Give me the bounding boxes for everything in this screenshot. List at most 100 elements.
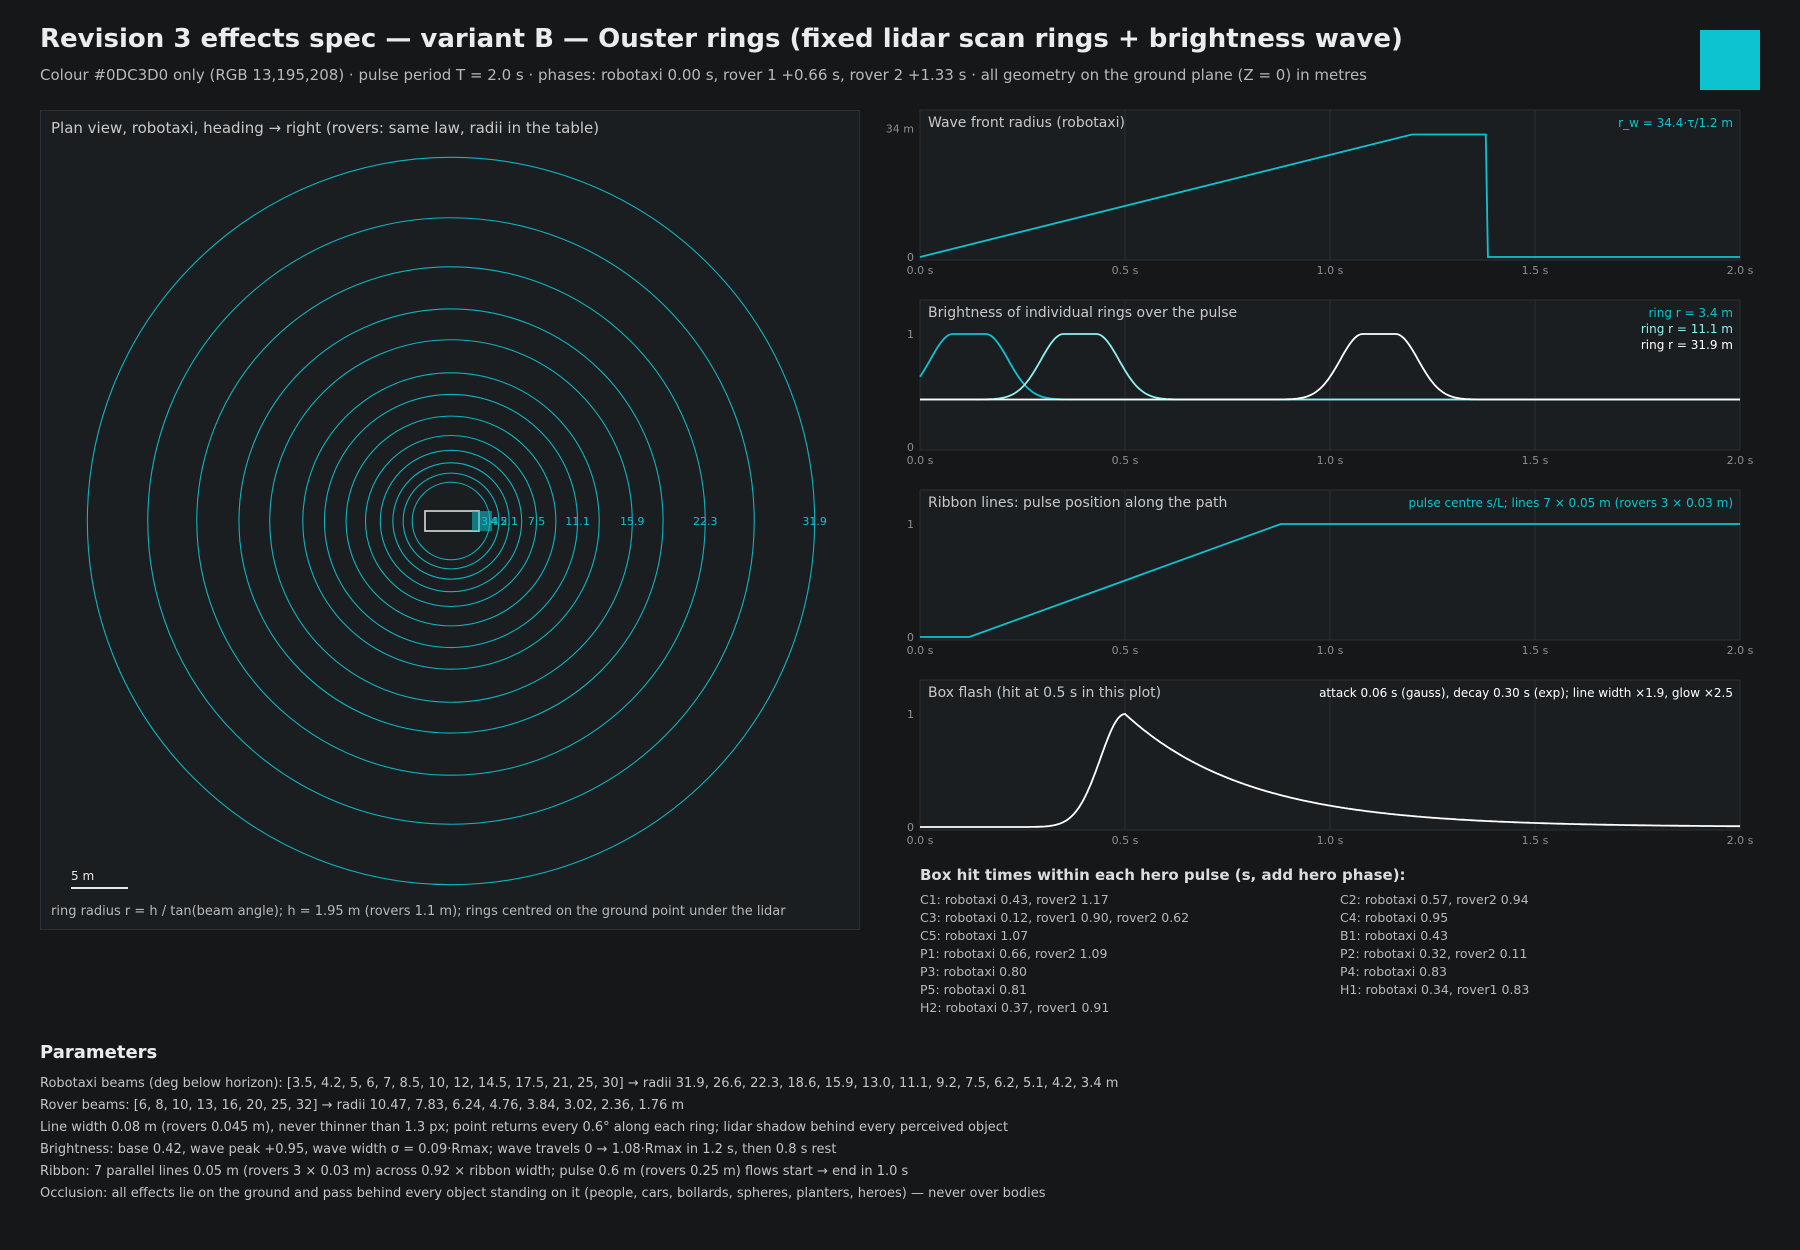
x-tick-label: 1.5 s [1522, 454, 1549, 467]
hit-time-item: P3: robotaxi 0.80 [920, 964, 1028, 979]
ring-label: 4.2 [490, 515, 508, 528]
ring-10 [392, 462, 510, 580]
ring-2 [196, 266, 706, 776]
parameter-line: Line width 0.08 m (rovers 0.045 m), neve… [40, 1120, 1009, 1135]
scale-bar-label: 5 m [71, 869, 94, 883]
box-flash-plot: 0.0 s 0.5 s 1.0 s 1.5 s 2.0 s 0 1 Box flash (hi… [907, 679, 1754, 847]
y-tick-label: 0 [907, 631, 914, 644]
parameter-line: Occlusion: all effects lie on the ground… [40, 1186, 1046, 1201]
ring-3 [238, 308, 664, 734]
y-tick-label: 1 [907, 518, 914, 531]
x-tick-label: 1.5 s [1522, 834, 1549, 847]
ring-1 [147, 217, 755, 825]
ring-brightness-line [920, 333, 1740, 401]
page-title: Revision 3 effects spec — variant B — Ou… [40, 24, 1403, 54]
ring-label: 22.3 [693, 515, 718, 528]
ring-0 [86, 156, 816, 886]
hit-time-item: H1: robotaxi 0.34, rover1 0.83 [1340, 982, 1530, 997]
ring-label: 5.1 [500, 515, 518, 528]
hit-time-item: C1: robotaxi 0.43, rover2 1.17 [920, 892, 1109, 907]
ring-11 [402, 472, 500, 570]
plot-annotation: r_w = 34.4·τ/1.2 m [1618, 116, 1733, 130]
x-tick-label: 1.5 s [1522, 264, 1549, 277]
x-tick-label: 0.5 s [1112, 454, 1139, 467]
x-tick-label: 2.0 s [1727, 264, 1754, 277]
x-tick-label: 1.0 s [1317, 454, 1344, 467]
parameters-list: Robotaxi beams (deg below horizon): [3.5… [40, 1073, 1760, 1205]
box-hit-times: Box hit times within each hero pulse (s,… [920, 866, 1760, 1016]
box-flash-line [920, 713, 1740, 828]
hit-time-item: P2: robotaxi 0.32, rover2 0.11 [1340, 946, 1528, 961]
x-tick-label: 0.0 s [907, 264, 934, 277]
plot-title: Box flash (hit at 0.5 s in this plot) [928, 685, 1161, 701]
y-tick-label: 0 [907, 251, 914, 264]
x-tick-label: 1.0 s [1317, 834, 1344, 847]
plot-title: Ribbon lines: pulse position along the p… [928, 495, 1227, 511]
ribbon-pulse-plot: 0.0 s 0.5 s 1.0 s 1.5 s 2.0 s 0 1 Ribbon lines:… [907, 489, 1754, 657]
y-tick-label: 1 [907, 708, 914, 721]
x-tick-label: 2.0 s [1727, 834, 1754, 847]
plot-annotation: ring r = 11.1 m [1641, 322, 1733, 336]
plan-view-footer: ring radius r = h / tan(beam angle); h =… [51, 904, 786, 919]
colour-swatch [1700, 30, 1760, 90]
hit-time-item: H2: robotaxi 0.37, rover1 0.91 [920, 1000, 1110, 1015]
hit-time-item: P5: robotaxi 0.81 [920, 982, 1028, 997]
parameter-line: Brightness: base 0.42, wave peak +0.95, … [40, 1142, 837, 1157]
ring-7 [345, 415, 557, 627]
hit-time-item: P1: robotaxi 0.66, rover2 1.09 [920, 946, 1108, 961]
box-hit-times-title: Box hit times within each hero pulse (s,… [920, 866, 1406, 884]
hit-time-item: C2: robotaxi 0.57, rover2 0.94 [1340, 892, 1529, 907]
x-tick-label: 0.5 s [1112, 834, 1139, 847]
x-tick-label: 0.5 s [1112, 644, 1139, 657]
wave-front-plot: 0.0 s 0.5 s 1.0 s 1.5 s 2.0 s 0 34 m Wave front… [886, 109, 1754, 277]
lidar-sensor-marker [472, 511, 492, 531]
x-tick-label: 2.0 s [1727, 454, 1754, 467]
ring-4 [269, 339, 633, 703]
parameter-line: Ribbon: 7 parallel lines 0.05 m (rovers … [40, 1164, 909, 1179]
ring-label: 3.4 [481, 515, 499, 528]
hit-time-item: B1: robotaxi 0.43 [1340, 928, 1449, 943]
y-tick-label: 34 m [886, 123, 914, 136]
ring-5 [302, 372, 600, 670]
wave-front-line [919, 133, 1740, 258]
x-tick-label: 1.5 s [1522, 644, 1549, 657]
x-tick-label: 2.0 s [1727, 644, 1754, 657]
ring-brightness-plot: 0.0 s 0.5 s 1.0 s 1.5 s 2.0 s 0 1 Brightness of… [907, 299, 1754, 467]
plan-view-chart: 31.9 22.3 15.9 11.1 7.5 5.14.23.4 5 m [71, 156, 827, 889]
parameter-line: Robotaxi beams (deg below horizon): [3.5… [40, 1076, 1119, 1091]
parameter-line: Rover beams: [6, 8, 10, 13, 16, 20, 25, … [40, 1098, 685, 1113]
hit-time-item: C5: robotaxi 1.07 [920, 928, 1029, 943]
ring-8 [364, 434, 538, 608]
plot-annotation: ring r = 31.9 m [1641, 338, 1733, 352]
ring-9 [379, 449, 523, 593]
plot-annotation: ring r = 3.4 m [1648, 306, 1733, 320]
ring-label: 7.5 [528, 515, 546, 528]
plan-view-title: Plan view, robotaxi, heading → right (ro… [51, 119, 600, 137]
plot-title: Wave front radius (robotaxi) [928, 115, 1125, 131]
x-tick-label: 0.0 s [907, 834, 934, 847]
y-tick-label: 0 [907, 441, 914, 454]
x-tick-label: 1.0 s [1317, 264, 1344, 277]
y-tick-label: 0 [907, 821, 914, 834]
ring-label: 31.9 [802, 515, 827, 528]
parameters-title: Parameters [40, 1042, 158, 1063]
ring-label: 11.1 [565, 515, 590, 528]
x-tick-label: 0.0 s [907, 454, 934, 467]
plot-annotation: pulse centre s/L; lines 7 × 0.05 m (rove… [1409, 496, 1733, 510]
plan-view-panel: Plan view, robotaxi, heading → right (ro… [40, 110, 860, 930]
y-tick-label: 1 [907, 328, 914, 341]
x-tick-label: 0.0 s [907, 644, 934, 657]
hit-time-item: C4: robotaxi 0.95 [1340, 910, 1449, 925]
ring-6 [323, 393, 579, 649]
hit-time-item: P4: robotaxi 0.83 [1340, 964, 1448, 979]
plot-title: Brightness of individual rings over the … [928, 305, 1237, 321]
x-tick-label: 1.0 s [1317, 644, 1344, 657]
x-tick-label: 0.5 s [1112, 264, 1139, 277]
ribbon-pulse-line [920, 523, 1740, 638]
plot-annotation: attack 0.06 s (gauss), decay 0.30 s (exp… [1319, 686, 1733, 700]
box-hit-times-list: C1: robotaxi 0.43, rover2 1.17 C2: robota… [920, 892, 1760, 1016]
hit-time-item: C3: robotaxi 0.12, rover1 0.90, rover2 0… [920, 910, 1190, 925]
parameters-section: Parameters Robotaxi beams (deg below hor… [40, 1042, 1760, 1205]
robotaxi-box [424, 510, 480, 532]
ring-label: 15.9 [620, 515, 645, 528]
